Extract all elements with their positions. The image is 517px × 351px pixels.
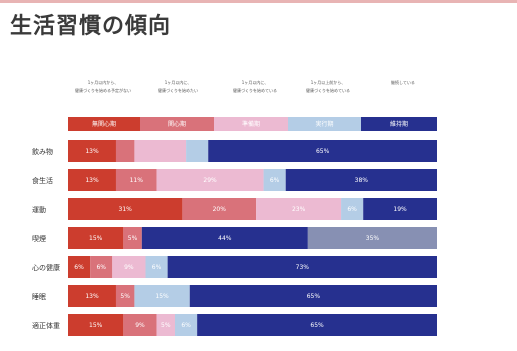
value-label: 65% bbox=[307, 293, 321, 300]
category-label: 食生活 bbox=[32, 176, 53, 185]
value-label: 6% bbox=[152, 264, 162, 271]
bar-segment bbox=[156, 169, 264, 191]
legend-label-2: 関心期 bbox=[168, 120, 186, 128]
column-header-2: 1ヶ月以内に、健康づくりを始めたい bbox=[158, 79, 198, 93]
category-label: 心の健康 bbox=[32, 263, 60, 272]
value-label: 5% bbox=[120, 293, 130, 300]
bar-segment bbox=[68, 256, 91, 278]
bar-segment bbox=[145, 256, 168, 278]
bar-segment bbox=[115, 169, 157, 191]
bar-segment bbox=[134, 140, 187, 162]
value-label: 15% bbox=[155, 293, 169, 300]
value-label: 38% bbox=[355, 177, 369, 184]
bar-segment bbox=[141, 227, 308, 249]
bar-segment bbox=[115, 140, 135, 162]
legend-swatch-2 bbox=[140, 117, 214, 131]
value-label: 44% bbox=[218, 235, 232, 242]
column-headers: 1ヶ月以内から、健康づくりを始める予定がない 1ヶ月以内に、健康づくりを始めたい 1… bbox=[75, 79, 415, 93]
legend-label-5: 維持期 bbox=[390, 120, 408, 128]
legend-swatch-5 bbox=[361, 117, 437, 131]
bar-segment bbox=[68, 198, 183, 220]
bar-segment bbox=[307, 227, 437, 249]
bar-segment bbox=[167, 256, 437, 278]
legend-label-3: 準備期 bbox=[242, 120, 260, 128]
bar-segment bbox=[189, 285, 437, 307]
value-label: 29% bbox=[203, 177, 217, 184]
value-label: 6% bbox=[270, 177, 280, 184]
value-label: 35% bbox=[366, 235, 380, 242]
category-label: 飲み物 bbox=[32, 147, 53, 156]
bar-segment bbox=[68, 169, 116, 191]
value-label: 13% bbox=[85, 177, 99, 184]
bar-segment bbox=[115, 285, 135, 307]
value-label: 19% bbox=[393, 206, 407, 213]
value-label: 6% bbox=[74, 264, 84, 271]
bar-segment bbox=[68, 140, 116, 162]
legend-label-4: 実行期 bbox=[315, 120, 333, 128]
bar-segment bbox=[112, 256, 146, 278]
value-label: 23% bbox=[292, 206, 306, 213]
category-label: 運動 bbox=[32, 205, 46, 214]
value-label: 6% bbox=[347, 206, 357, 213]
bar-segment bbox=[186, 140, 209, 162]
bar-segment bbox=[341, 198, 364, 220]
value-label: 13% bbox=[85, 293, 99, 300]
value-label: 5% bbox=[161, 322, 171, 329]
column-header-4: 1ヶ月以上前から、健康づくりを始めている bbox=[306, 79, 350, 93]
legend-bar: 無関心期 関心期 準備期 実行期 維持期 bbox=[68, 117, 437, 131]
value-label: 65% bbox=[316, 148, 330, 155]
bar-segment bbox=[175, 314, 198, 336]
bar-segment bbox=[197, 314, 437, 336]
value-label: 6% bbox=[181, 322, 191, 329]
value-label: 11% bbox=[130, 177, 144, 184]
value-label: 15% bbox=[89, 235, 103, 242]
category-label: 適正体重 bbox=[32, 321, 60, 330]
legend-swatch-1 bbox=[68, 117, 140, 131]
value-label: 5% bbox=[128, 235, 138, 242]
bar-segment bbox=[123, 314, 157, 336]
bar-segment bbox=[68, 227, 124, 249]
column-header-1: 1ヶ月以内から、健康づくりを始める予定がない bbox=[75, 79, 131, 93]
title-accent-bar bbox=[0, 0, 517, 3]
bar-segment bbox=[208, 140, 437, 162]
chart-rows: 飲み物 13% 65% 食生活 13% 11% 29% 6% 38% 運動 31% 20% 23% 6% 1… bbox=[32, 140, 437, 336]
value-label: 73% bbox=[296, 264, 310, 271]
value-label: 9% bbox=[135, 322, 145, 329]
bar-segment bbox=[156, 314, 176, 336]
value-label: 31% bbox=[119, 206, 133, 213]
category-label: 睡眠 bbox=[32, 293, 46, 301]
value-label: 65% bbox=[310, 322, 324, 329]
bar-segment bbox=[256, 198, 342, 220]
column-header-5: 継続している bbox=[391, 79, 415, 85]
bar-segment bbox=[363, 198, 437, 220]
column-header-3: 1ヶ月以内に、健康づくりを始めている bbox=[233, 79, 277, 93]
bar-segment bbox=[285, 169, 437, 191]
value-label: 9% bbox=[124, 264, 134, 271]
legend-swatch-4 bbox=[288, 117, 361, 131]
bar-segment bbox=[182, 198, 257, 220]
bar-segment bbox=[68, 285, 116, 307]
bar-segment bbox=[123, 227, 142, 249]
page-title: 生活習慣の傾向 bbox=[10, 14, 172, 39]
value-label: 13% bbox=[85, 148, 99, 155]
legend-label-1: 無関心期 bbox=[92, 120, 116, 128]
bar-segment bbox=[68, 314, 124, 336]
value-label: 15% bbox=[89, 322, 103, 329]
bar-segment bbox=[134, 285, 190, 307]
bar-segment bbox=[90, 256, 113, 278]
legend-swatch-3 bbox=[214, 117, 288, 131]
value-label: 6% bbox=[96, 264, 106, 271]
bar-segment bbox=[263, 169, 286, 191]
category-label: 喫煙 bbox=[32, 234, 46, 243]
value-label: 20% bbox=[213, 206, 227, 213]
